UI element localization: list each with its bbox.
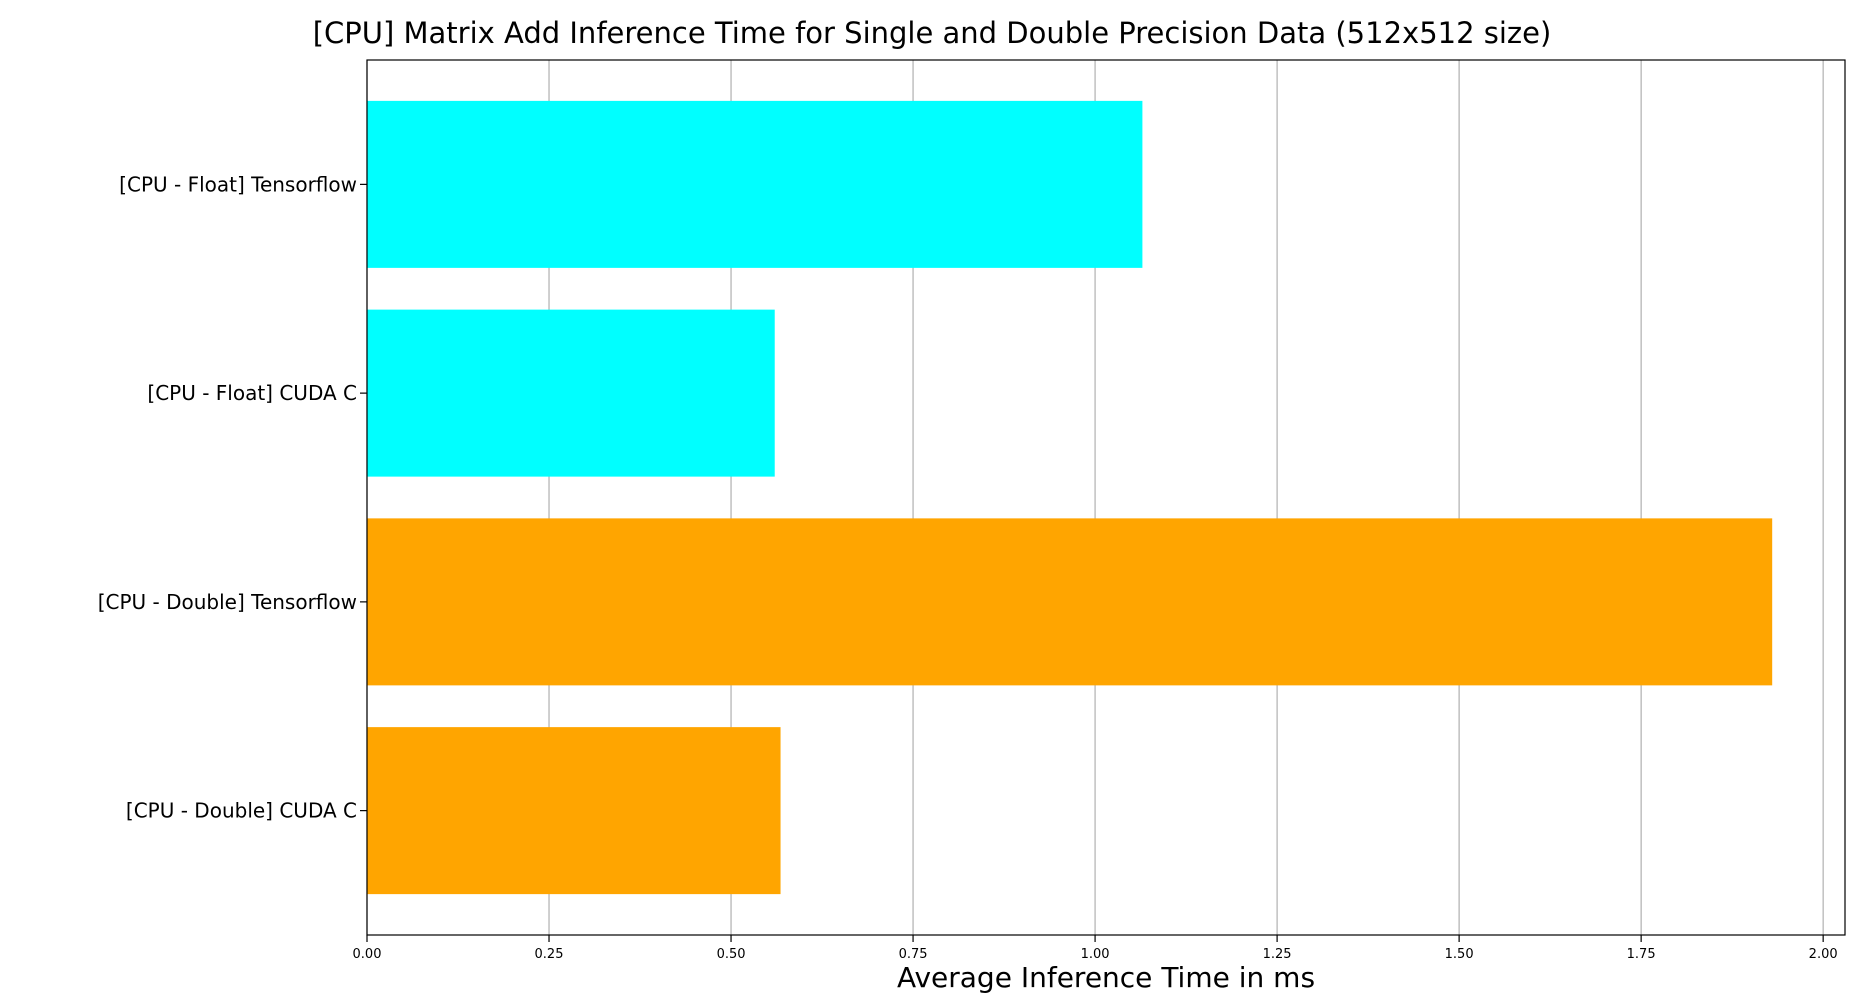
- y-tick-label: [CPU - Double] CUDA C: [126, 799, 357, 823]
- x-tick-label: 2.00: [1809, 947, 1838, 962]
- x-axis-label: Average Inference Time in ms: [897, 961, 1315, 994]
- y-tick-label: [CPU - Float] Tensorflow: [119, 172, 357, 196]
- x-tick-label: 1.75: [1627, 947, 1656, 962]
- axes: [360, 59, 1846, 942]
- y-tick-labels: [CPU - Float] Tensorflow [CPU - Float] CU…: [98, 172, 357, 822]
- chart-title: [CPU] Matrix Add Inference Time for Sing…: [313, 16, 1552, 50]
- y-tick-label: [CPU - Double] Tensorflow: [98, 590, 357, 614]
- bar: [367, 100, 1143, 268]
- bar: [367, 727, 781, 895]
- x-tick-label: 0.00: [353, 947, 382, 962]
- x-tick-labels: 0.00 0.25 0.50 0.75 1.00 1.25 1.50 1.75 2.00: [353, 947, 1838, 962]
- bar: [367, 518, 1773, 686]
- x-tick-label: 0.25: [535, 947, 564, 962]
- x-tick-label: 0.50: [717, 947, 746, 962]
- x-tick-label: 1.50: [1445, 947, 1474, 962]
- x-tick-label: 1.00: [1081, 947, 1110, 962]
- x-tick-label: 0.75: [899, 947, 928, 962]
- bar: [367, 309, 775, 477]
- y-tick-label: [CPU - Float] CUDA C: [147, 381, 357, 405]
- plot-frame: [366, 59, 1846, 936]
- x-tick-label: 1.25: [1263, 947, 1292, 962]
- bars: [367, 100, 1773, 895]
